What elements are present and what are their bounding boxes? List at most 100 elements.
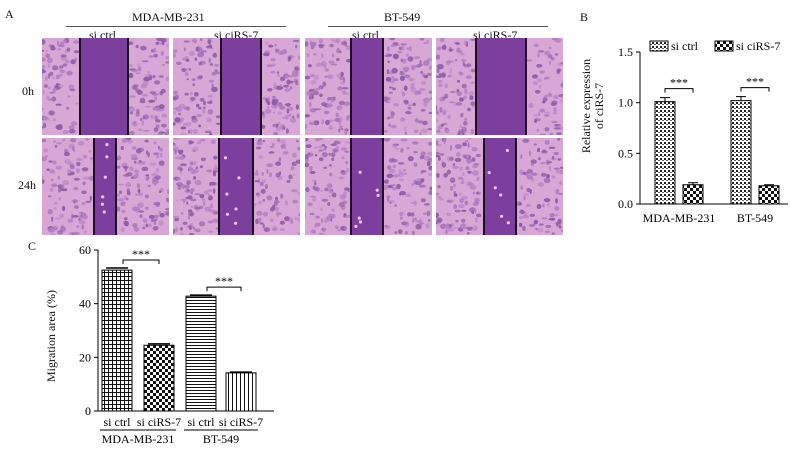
significance-bracket	[122, 259, 160, 264]
migrating-cell	[499, 193, 503, 197]
migrating-cell	[493, 186, 497, 190]
group-underline-bt	[328, 26, 548, 27]
y-tick-label: 0	[85, 404, 91, 418]
scratch-edge-line	[350, 38, 352, 135]
y-tick-label: 0.0	[618, 197, 633, 211]
legend-label-0: si ctrl	[671, 39, 699, 53]
significance-stars: ***	[670, 76, 688, 90]
scratch-edge-line	[252, 138, 254, 235]
panel-a-letter: A	[5, 7, 14, 21]
micrograph-0h-2	[173, 38, 300, 135]
scratch-area	[484, 138, 516, 235]
significance-stars: ***	[746, 75, 764, 89]
scratch-area	[219, 138, 253, 235]
micrograph-24h-2	[173, 138, 300, 235]
migrating-cell	[225, 192, 229, 196]
bar-2	[185, 295, 217, 412]
micrograph-24h-4	[436, 138, 563, 235]
significance-bracket	[664, 88, 694, 93]
scratch-area	[94, 138, 116, 235]
panel-c-ylabel: Migration area (%)	[44, 290, 58, 382]
migrating-cell	[103, 175, 107, 179]
scratch-edge-line	[260, 38, 262, 135]
scratch-area	[476, 38, 526, 135]
row-label-24h: 24h	[18, 178, 36, 192]
scratch-area	[221, 38, 261, 135]
x-tick-label: si ciRS-7	[219, 415, 263, 429]
significance-stars: ***	[215, 274, 233, 288]
scratch-edge-line	[525, 38, 527, 135]
legend-swatch-0	[649, 40, 669, 52]
migrating-cell	[237, 176, 241, 180]
micrograph-0h-1	[42, 38, 169, 135]
group-underline-mda	[66, 26, 286, 27]
x-tick-label: si ctrl	[188, 415, 216, 429]
migrating-cell	[105, 143, 109, 147]
migrating-cell	[102, 210, 106, 214]
migrating-cell	[100, 202, 104, 206]
bar-1	[143, 344, 175, 412]
micrograph-0h-3	[305, 38, 432, 135]
y-tick-label: 20	[79, 350, 91, 364]
migrating-cell	[358, 220, 363, 224]
y-tick-label: 0.5	[618, 146, 633, 160]
panel-c-letter: C	[28, 239, 37, 253]
x-category-label: MDA-MB-231	[643, 211, 716, 225]
y-tick-label: 1.5	[618, 45, 633, 59]
migrating-cell	[358, 170, 362, 174]
bar-3	[225, 372, 257, 412]
scratch-area	[80, 38, 128, 135]
migrating-cell	[505, 148, 509, 153]
scratch-edge-line	[115, 138, 117, 235]
significance-stars: ***	[132, 247, 150, 261]
migrating-cell	[506, 221, 510, 225]
group-label-bt: BT-549	[384, 10, 421, 24]
migrating-cell	[234, 207, 238, 211]
migrating-cell	[105, 155, 109, 159]
panel-b-letter: B	[580, 10, 589, 24]
group-label: MDA-MB-231	[102, 432, 175, 445]
scratch-edge-line	[218, 138, 220, 235]
legend-swatch-1	[714, 40, 734, 52]
scratch-edge-line	[79, 38, 81, 135]
micrograph-0h-4	[436, 38, 563, 135]
group-label: BT-549	[203, 432, 239, 445]
migrating-cell	[223, 156, 228, 160]
scratch-edge-line	[382, 38, 384, 135]
bar-si-ctrl-0	[654, 101, 676, 205]
scratch-edge-line	[475, 38, 477, 135]
bar-si-ciRS-7-0	[682, 184, 704, 205]
scratch-edge-line	[483, 138, 485, 235]
migrating-cell	[234, 221, 238, 225]
micrograph-24h-1	[42, 138, 169, 235]
bar-si-ctrl-1	[730, 100, 752, 205]
scratch-edge-line	[220, 38, 222, 135]
migrating-cell	[354, 224, 358, 228]
row-label-0h: 0h	[22, 84, 34, 98]
chart-b: 0.0 0.5 1.0 1.5 MDA-MB-231 *** BT-549 *** si ctr…	[618, 39, 788, 225]
y-tick-label: 1.0	[618, 96, 633, 110]
group-label-mda: MDA-MB-231	[132, 10, 205, 24]
x-tick-label: si ciRS-7	[137, 415, 181, 429]
migrating-cell	[101, 195, 105, 199]
migrating-cell	[225, 212, 230, 216]
bar-si-ciRS-7-1	[758, 185, 780, 205]
x-tick-label: si ctrl	[104, 415, 132, 429]
y-tick-label: 40	[79, 297, 91, 311]
migrating-cell	[376, 193, 380, 197]
scratch-edge-line	[93, 138, 95, 235]
scratch-edge-line	[382, 138, 384, 235]
scratch-edge-line	[127, 38, 129, 135]
scratch-area	[351, 38, 383, 135]
migrating-cell	[500, 214, 504, 218]
micrograph-24h-3	[305, 138, 432, 235]
bar-0	[101, 269, 133, 412]
migrating-cell	[487, 171, 491, 175]
scratch-edge-line	[350, 138, 352, 235]
x-category-label: BT-549	[737, 211, 773, 225]
scratch-area	[351, 138, 383, 235]
migrating-cell	[375, 188, 379, 192]
scratch-edge-line	[515, 138, 517, 235]
y-tick-label: 60	[79, 243, 91, 257]
